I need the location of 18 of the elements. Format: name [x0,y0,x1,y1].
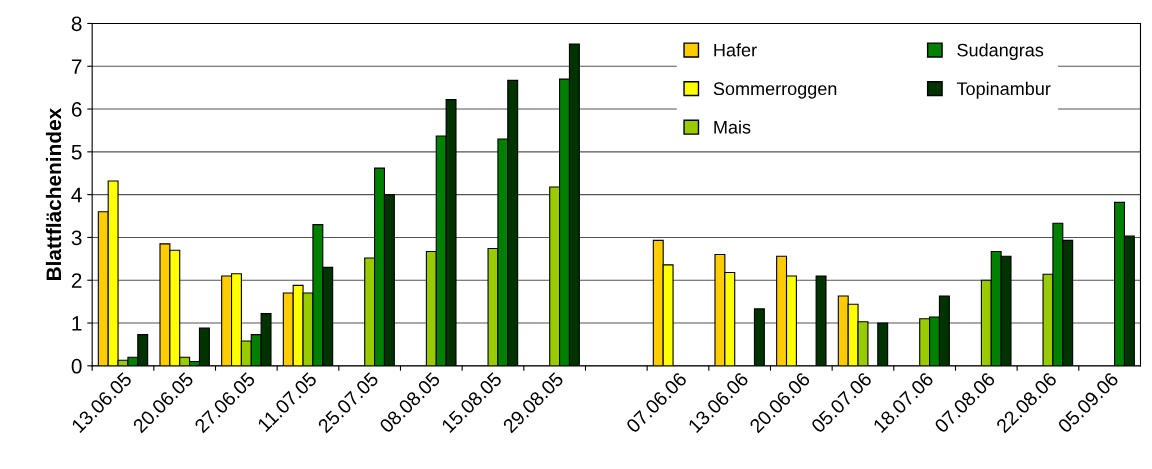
legend-label: Topinambur [956,81,1051,99]
legend-label: Sommerroggen [713,82,837,99]
y-axis-title: Blattflächenindex [45,107,62,281]
y-tick-label: 2 [71,273,82,288]
y-tick-label: 7 [71,59,82,74]
bar [815,275,827,366]
y-tick-label: 4 [71,187,82,203]
y-tick-label: 1 [72,316,82,331]
y-tick-label: 5 [71,145,82,160]
legend-label: Sudangras [957,43,1044,61]
legend-label: Mais [714,120,751,134]
y-tick-label: 3 [71,230,82,246]
y-tick-label: 6 [71,102,82,117]
y-tick-label: 8 [71,16,82,32]
bar [877,322,889,366]
bar [753,308,765,366]
y-tick-label: 0 [71,358,82,374]
legend-label: Hafer [714,43,757,57]
